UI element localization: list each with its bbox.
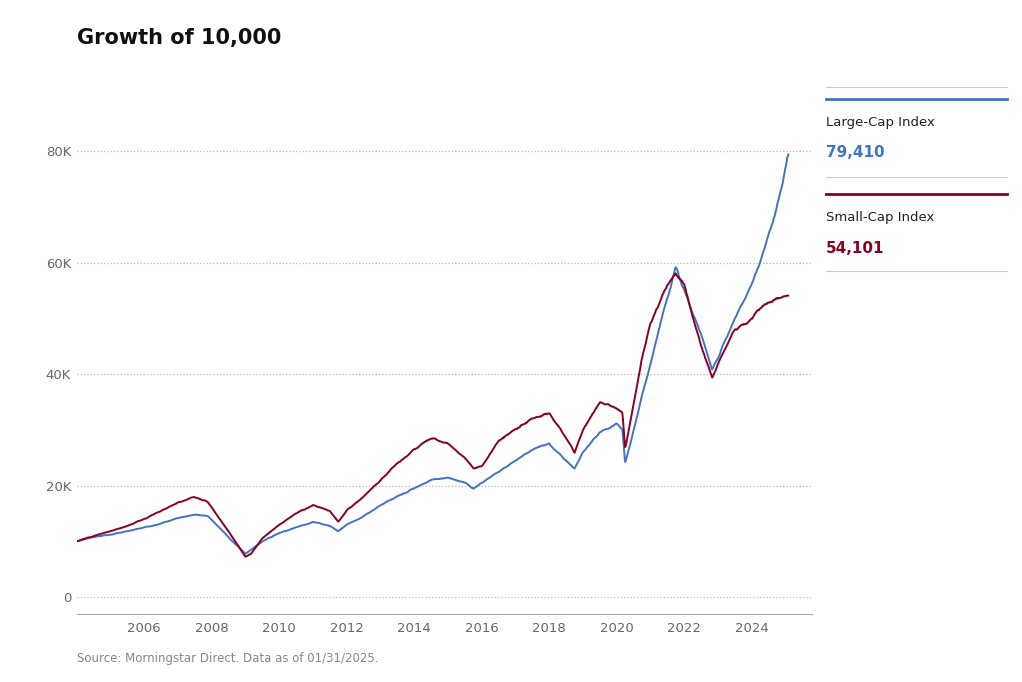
Text: 54,101: 54,101 xyxy=(826,241,884,256)
Text: Source: Morningstar Direct. Data as of 01/31/2025.: Source: Morningstar Direct. Data as of 0… xyxy=(77,652,378,665)
Text: Small-Cap Index: Small-Cap Index xyxy=(826,211,934,224)
Text: Large-Cap Index: Large-Cap Index xyxy=(826,116,935,129)
Text: 79,410: 79,410 xyxy=(826,145,884,160)
Text: Growth of 10,000: Growth of 10,000 xyxy=(77,28,281,48)
